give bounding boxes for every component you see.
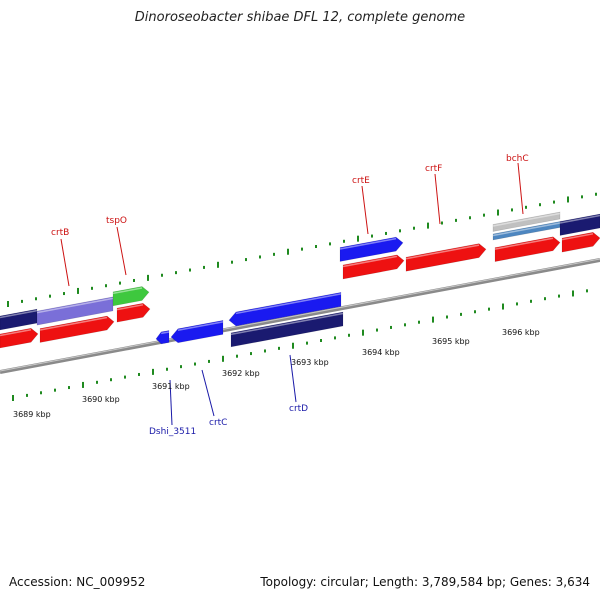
gene-crtD-highlight xyxy=(235,293,342,315)
gene-red-6[interactable] xyxy=(494,236,561,262)
leader-bchC xyxy=(517,162,524,215)
gene-label-bchC[interactable]: bchC xyxy=(506,154,529,164)
scale-label-3691: 3691 kbp xyxy=(152,382,190,391)
scale-label-3690: 3690 kbp xyxy=(82,395,120,404)
scale-ticks-upper xyxy=(7,192,597,307)
scale-label-3692: 3692 kbp xyxy=(222,369,260,378)
accession-text: Accession: NC_009952 xyxy=(9,575,146,589)
leader-crtD xyxy=(289,354,297,403)
gene-red-3[interactable] xyxy=(116,302,151,323)
gene-Dshi_3511-highlight xyxy=(161,331,170,335)
gene-label-tspO[interactable]: tspO xyxy=(106,216,127,226)
genome-backbone xyxy=(0,258,600,374)
forward-strand-genes xyxy=(0,211,600,349)
gene-red-1-highlight xyxy=(0,328,32,337)
gene-label-Dshi_3511[interactable]: Dshi_3511 xyxy=(149,427,196,437)
gene-red-7[interactable] xyxy=(561,231,600,253)
gene-red-1[interactable] xyxy=(0,327,39,349)
scale-ticks-lower xyxy=(12,289,588,401)
scale-label-3693: 3693 kbp xyxy=(291,358,329,367)
scale-label-3694: 3694 kbp xyxy=(362,348,400,357)
gene-red-2-highlight xyxy=(39,316,108,331)
scale-label-3695: 3695 kbp xyxy=(432,337,470,346)
reverse-strand-genes xyxy=(155,291,344,348)
gene-red-5-highlight xyxy=(405,244,480,260)
gene-bchC-gray-highlight xyxy=(492,212,561,227)
gene-navy-right[interactable] xyxy=(559,213,600,236)
gene-crtE-blue[interactable] xyxy=(339,236,404,262)
gene-label-crtD[interactable]: crtD xyxy=(289,404,308,414)
gene-label-leaders xyxy=(60,162,524,426)
gene-bchC-steel-highlight xyxy=(492,222,561,237)
gene-tspO[interactable] xyxy=(112,286,150,307)
gene-red-7-highlight xyxy=(561,233,594,241)
leader-crtF xyxy=(434,173,441,225)
gene-red-4-highlight xyxy=(342,255,398,268)
map-title: Dinoroseobacter shibae DFL 12, complete … xyxy=(134,10,466,25)
gene-crtE-blue-highlight xyxy=(339,237,397,250)
gene-Dshi_3511[interactable] xyxy=(155,330,170,345)
gene-crtB-highlight xyxy=(36,297,114,314)
gene-label-crtF[interactable]: crtF xyxy=(425,164,442,174)
leader-Dshi_3511 xyxy=(169,379,173,426)
gene-bchC-gray[interactable] xyxy=(492,211,561,232)
gene-label-crtB[interactable]: crtB xyxy=(51,228,69,238)
gene-navy-right-highlight xyxy=(559,214,600,224)
gene-red-4[interactable] xyxy=(342,254,405,280)
leader-crtE xyxy=(361,185,369,235)
gene-navy-left-highlight xyxy=(0,309,38,319)
gene-crtD-navy[interactable] xyxy=(230,311,344,348)
gene-crtB[interactable] xyxy=(36,296,114,326)
gene-label-crtC[interactable]: crtC xyxy=(209,418,227,428)
leader-tspO xyxy=(116,226,127,276)
gene-red-2[interactable] xyxy=(39,315,115,343)
gene-red-3-highlight xyxy=(116,304,144,311)
gene-tspO-highlight xyxy=(112,287,143,295)
gene-label-crtE[interactable]: crtE xyxy=(352,176,370,186)
scale-label-3689: 3689 kbp xyxy=(13,410,51,419)
gene-crtC-highlight xyxy=(177,321,224,332)
gene-red-6-highlight xyxy=(494,237,554,250)
leader-crtB xyxy=(60,238,70,287)
scale-label-3696: 3696 kbp xyxy=(502,328,540,337)
leader-crtC xyxy=(201,369,215,417)
gene-red-5[interactable] xyxy=(405,243,487,272)
gene-crtC[interactable] xyxy=(170,320,224,344)
gene-crtD[interactable] xyxy=(228,291,342,327)
topology-summary-text: Topology: circular; Length: 3,789,584 bp… xyxy=(260,575,590,589)
genome-backbone-highlight xyxy=(0,258,600,372)
gene-crtD-navy-highlight xyxy=(230,312,344,336)
